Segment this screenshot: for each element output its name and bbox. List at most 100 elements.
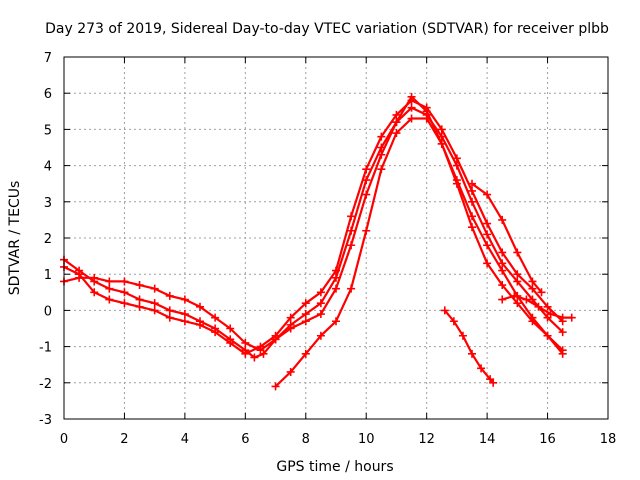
data-point: [498, 281, 507, 290]
data-point: [567, 313, 576, 322]
y-tick-label: 7: [44, 51, 52, 66]
data-point: [286, 367, 295, 376]
data-point: [528, 284, 537, 293]
x-tick-label: 6: [241, 432, 249, 447]
data-point: [392, 110, 401, 119]
x-tick-label: 12: [418, 432, 435, 447]
data-point: [165, 313, 174, 322]
x-tick-label: 4: [181, 432, 189, 447]
data-point: [90, 273, 99, 282]
series-track-c: [62, 99, 564, 355]
data-point: [347, 226, 356, 235]
data-point: [449, 317, 458, 326]
data-point: [226, 338, 235, 347]
data-point: [165, 306, 174, 315]
data-point: [347, 212, 356, 221]
data-point: [90, 288, 99, 297]
y-tick-label: 1: [44, 268, 52, 283]
data-point: [241, 338, 250, 347]
data-point: [120, 288, 129, 297]
data-point: [510, 291, 519, 300]
data-point: [332, 273, 340, 282]
series-track-g: [470, 182, 543, 294]
data-point: [271, 331, 280, 340]
data-point: [468, 223, 476, 232]
data-point: [362, 190, 371, 199]
data-point: [226, 324, 235, 333]
x-tick-label: 2: [120, 432, 128, 447]
data-point: [75, 270, 84, 279]
data-point: [537, 288, 546, 297]
x-axis-label: GPS time / hours: [276, 459, 393, 475]
data-point: [543, 331, 552, 340]
data-point: [180, 310, 189, 319]
data-point: [105, 277, 114, 286]
data-point: [211, 313, 220, 322]
data-point: [105, 284, 114, 293]
data-point: [301, 299, 310, 308]
data-point: [392, 129, 401, 138]
y-tick-labels: -3 -2 -1 0 1 2 3 4 5 6 7: [39, 51, 52, 428]
data-point: [362, 226, 371, 235]
data-point: [165, 291, 174, 300]
data-point: [271, 382, 280, 391]
data-point: [250, 353, 259, 362]
data-point: [301, 310, 310, 319]
data-point: [135, 295, 144, 304]
data-point: [440, 306, 449, 315]
data-point: [477, 364, 486, 373]
data-points: [60, 92, 576, 391]
data-point: [407, 96, 416, 105]
data-point: [513, 299, 522, 308]
series-track-d: [274, 117, 564, 388]
data-point: [332, 284, 340, 293]
data-point: [362, 165, 371, 174]
x-tick-label: 8: [302, 432, 310, 447]
data-point: [513, 270, 522, 279]
data-point: [468, 349, 476, 358]
data-point: [452, 154, 461, 163]
data-point: [120, 299, 129, 308]
data-point: [483, 219, 492, 228]
data-point: [528, 313, 537, 322]
y-tick-label: 0: [44, 304, 52, 319]
x-tick-label: 0: [60, 432, 68, 447]
data-point: [437, 125, 446, 134]
data-point: [180, 317, 189, 326]
y-tick-label: 6: [44, 87, 52, 102]
chart-title: Day 273 of 2019, Sidereal Day-to-day VTE…: [45, 21, 609, 37]
data-point: [135, 281, 144, 290]
data-point: [211, 328, 220, 337]
data-point: [150, 284, 159, 293]
data-point: [377, 132, 386, 141]
data-point: [528, 277, 537, 286]
data-point: [437, 139, 446, 148]
data-point: [534, 302, 543, 311]
data-point: [498, 248, 507, 257]
y-tick-label: -3: [39, 413, 52, 428]
data-point: [468, 179, 476, 188]
y-tick-label: -2: [39, 377, 52, 392]
x-tick-label: 16: [539, 432, 556, 447]
data-point: [546, 310, 555, 319]
data-point: [498, 266, 507, 275]
data-point: [458, 331, 467, 340]
data-point: [332, 317, 340, 326]
y-tick-label: 3: [44, 196, 52, 211]
data-point: [286, 313, 295, 322]
data-point: [316, 299, 325, 308]
data-point: [498, 295, 507, 304]
data-point: [498, 259, 507, 268]
data-point: [316, 331, 325, 340]
y-tick-label: 2: [44, 232, 52, 247]
x-tick-labels: 0 2 4 6 8 10 12 14 16 18: [60, 432, 616, 447]
data-point: [558, 349, 567, 358]
data-point: [180, 295, 189, 304]
y-axis-label: SDTVAR / TECUs: [7, 181, 23, 296]
data-point: [347, 241, 356, 250]
data-point: [332, 266, 340, 275]
data-point: [422, 114, 431, 123]
data-point: [422, 103, 431, 112]
x-tick-label: 10: [358, 432, 375, 447]
